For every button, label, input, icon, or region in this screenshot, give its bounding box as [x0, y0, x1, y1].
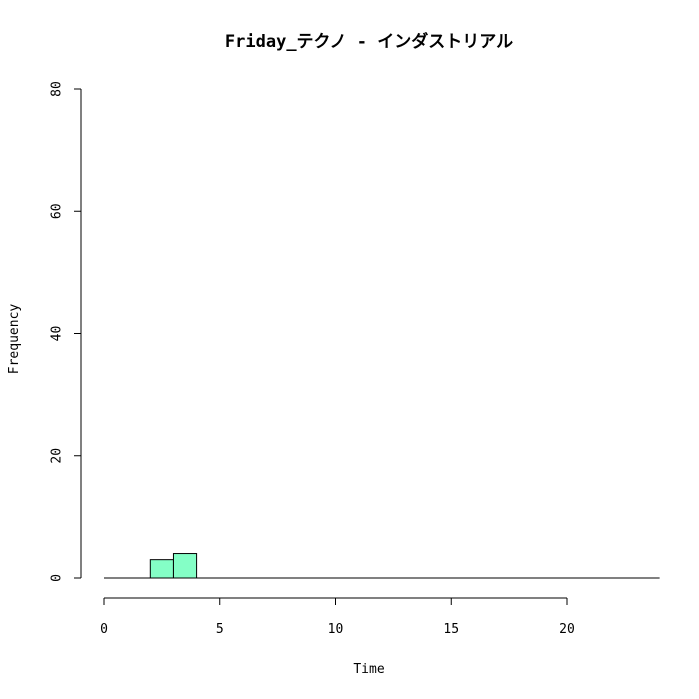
y-tick-label-80: 80	[50, 81, 65, 97]
chart-title: Friday_テクノ - インダストリアル	[225, 31, 513, 52]
y-axis-label: Frequency	[7, 304, 22, 375]
x-tick-label-0: 0	[100, 622, 108, 637]
histogram-bar-1	[172, 553, 198, 579]
y-tick-label-40: 40	[50, 326, 65, 342]
y-tick-label-60: 60	[50, 203, 65, 219]
x-tick-label-5: 5	[216, 622, 224, 637]
histogram-bar-0	[149, 559, 174, 579]
x-axis-label: Time	[353, 662, 384, 677]
y-tick-label-0: 0	[50, 574, 65, 582]
x-tick-label-10: 10	[328, 622, 344, 637]
x-tick-label-15: 15	[443, 622, 459, 637]
y-tick-label-20: 20	[50, 448, 65, 464]
plot-area: 0 5 10 15 20 0 20 40 60 80	[50, 81, 660, 637]
x-tick-label-20: 20	[559, 622, 575, 637]
